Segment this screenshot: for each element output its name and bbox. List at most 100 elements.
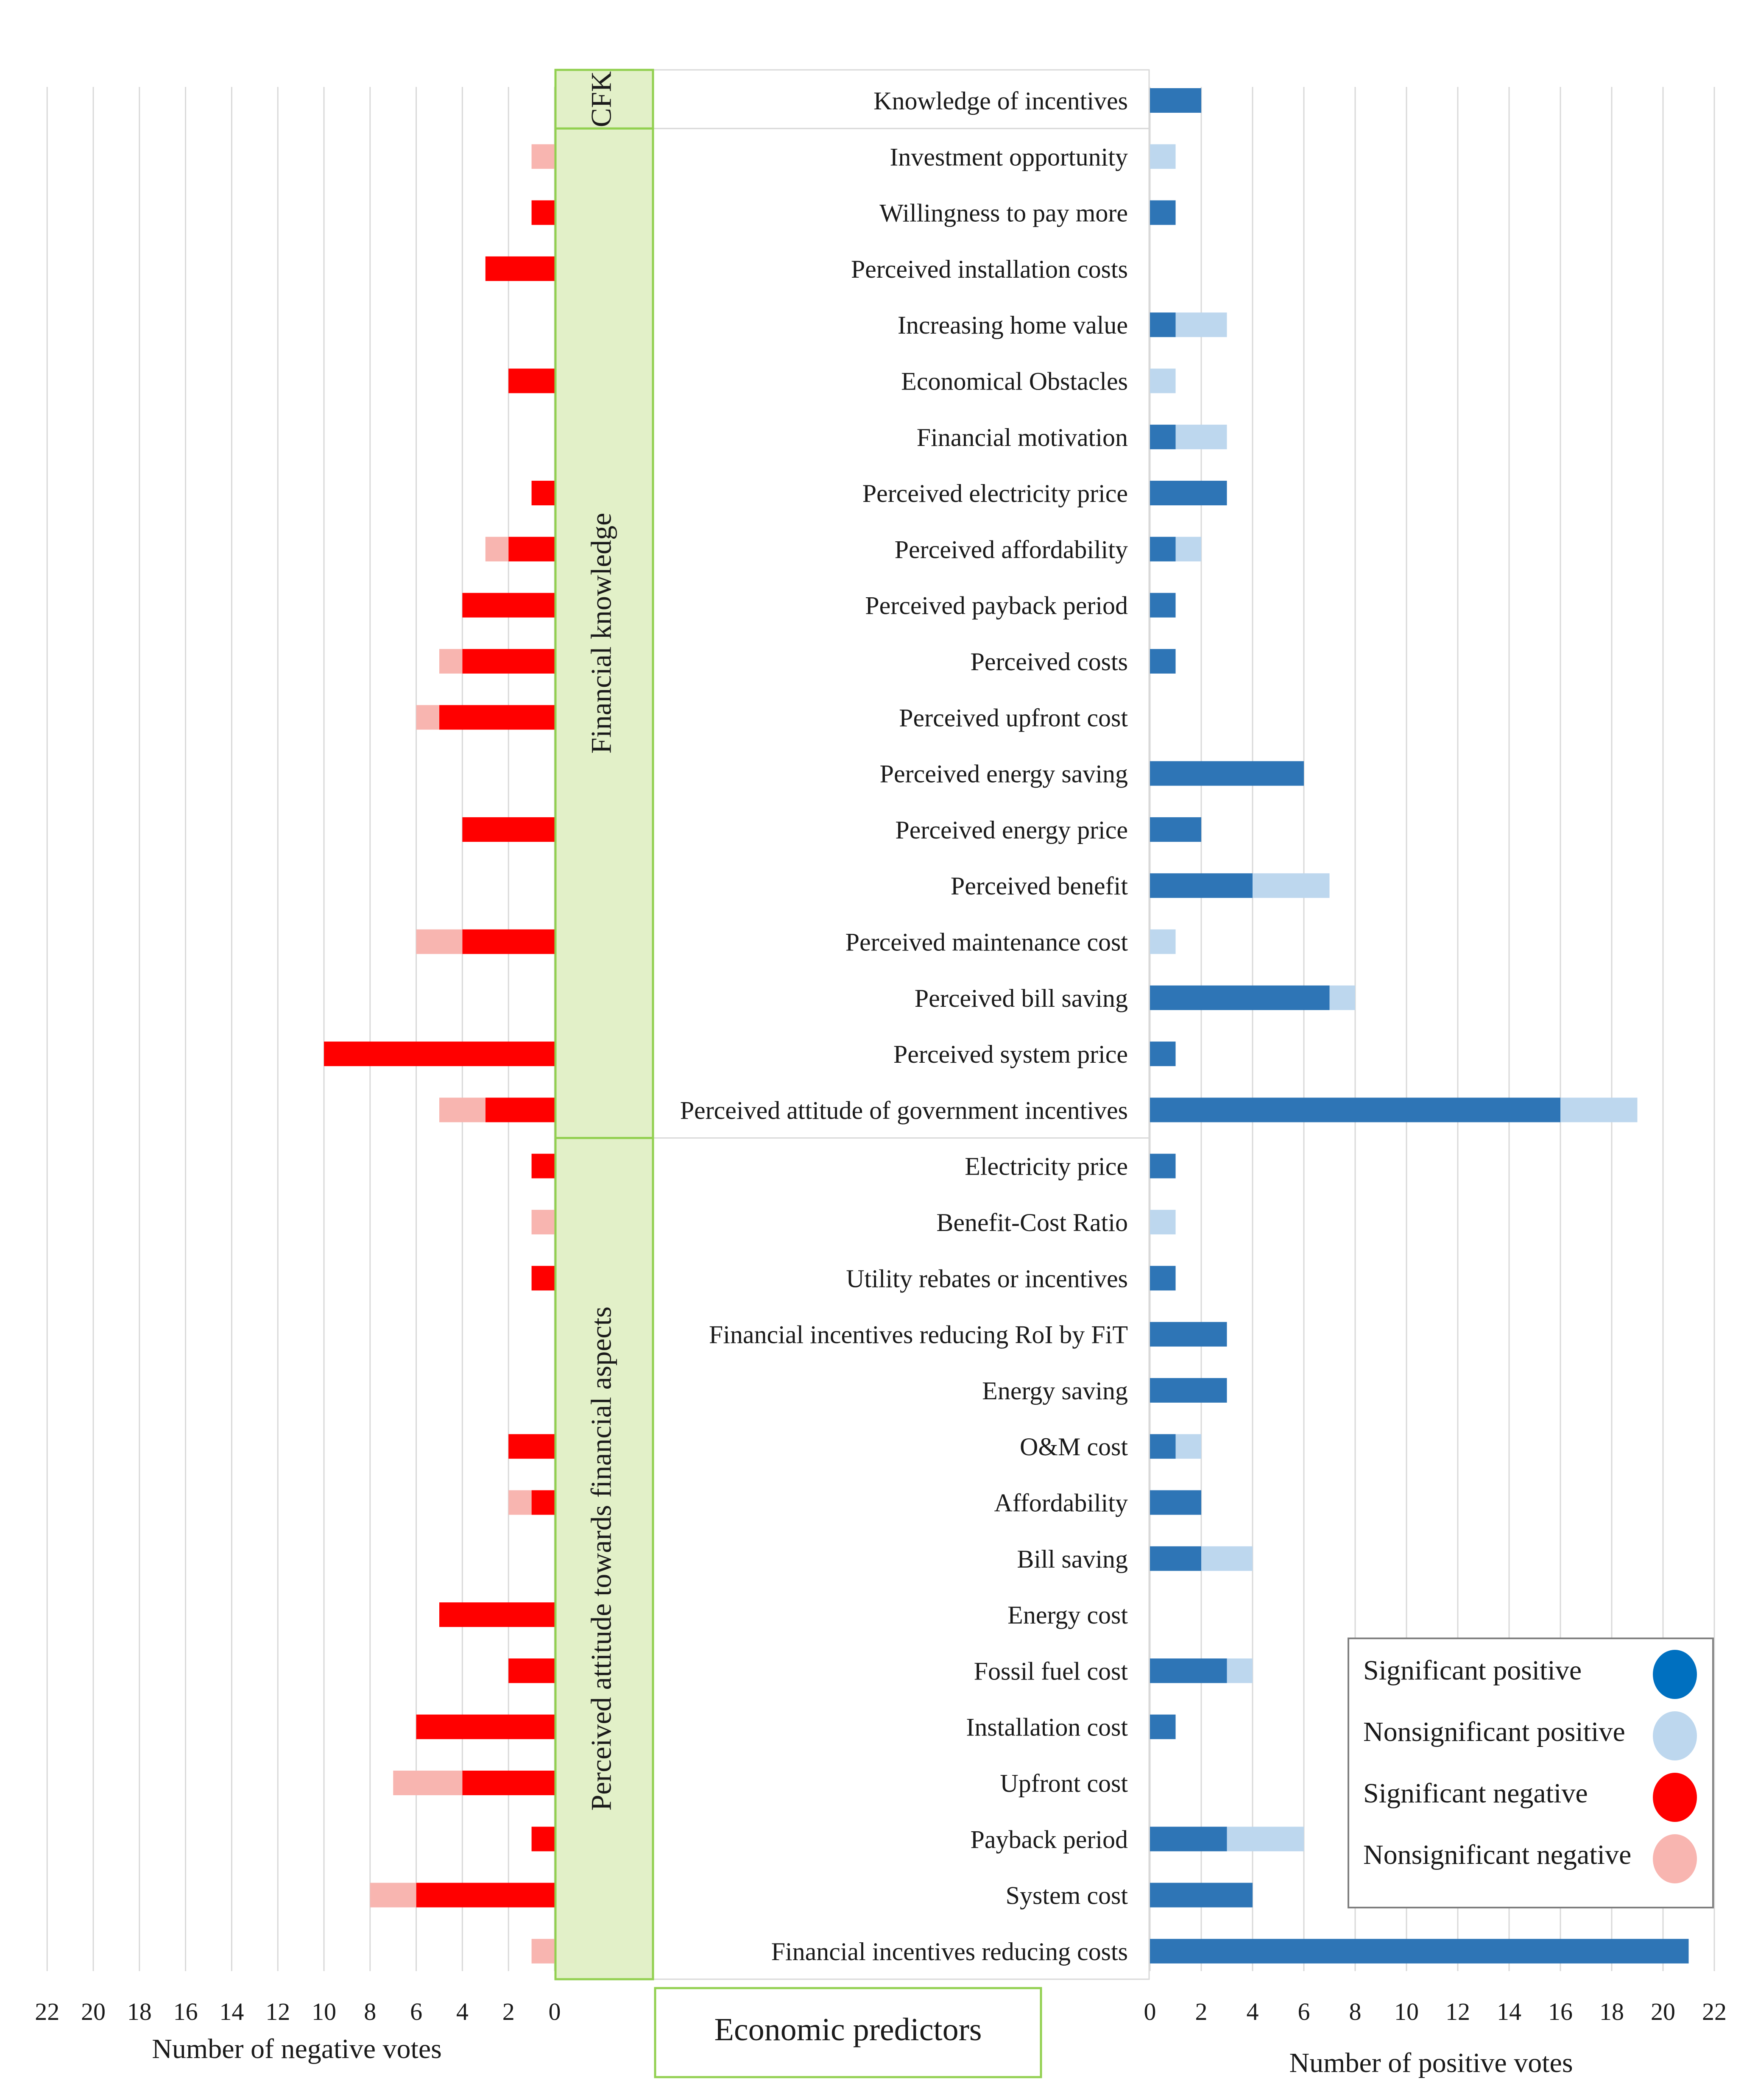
predictor-label: Upfront cost — [1000, 1769, 1128, 1797]
bar-significant-negative — [462, 593, 555, 618]
legend: Significant positive Nonsignificant posit… — [1348, 1638, 1714, 1908]
bar-significant-positive — [1150, 1434, 1176, 1459]
bar-significant-negative — [439, 705, 555, 730]
right-tick-label: 0 — [1144, 1998, 1156, 2025]
left-gridlines — [46, 87, 555, 1971]
legend-items: Significant positive Nonsignificant posit… — [1363, 1650, 1697, 1883]
group-boxes: CFK Financial knowledge Perceived attitude… — [554, 69, 1150, 1980]
predictor-label: Perceived affordability — [895, 535, 1128, 563]
right-tick-label: 20 — [1651, 1998, 1675, 2025]
bar-significant-positive — [1150, 1322, 1227, 1347]
bar-nonsignificant-negative — [393, 1771, 463, 1795]
bar-nonsignificant-negative — [485, 537, 509, 562]
group-label: CFK — [585, 71, 617, 127]
bar-nonsignificant-positive — [1150, 368, 1176, 393]
predictor-label: Fossil fuel cost — [974, 1657, 1128, 1685]
left-tick-label: 12 — [265, 1998, 290, 2025]
bar-significant-negative — [485, 1097, 555, 1122]
bar-significant-positive — [1150, 1938, 1689, 1964]
bar-significant-positive — [1150, 1546, 1201, 1571]
left-tick-label: 16 — [173, 1998, 198, 2025]
economic-predictors-box — [654, 1987, 1042, 2078]
predictor-label: Perceived system price — [893, 1040, 1128, 1068]
right-tick-label: 10 — [1394, 1998, 1419, 2025]
bar-significant-positive — [1150, 817, 1201, 842]
predictor-label: Economical Obstacles — [901, 368, 1128, 395]
right-tick-label: 2 — [1195, 1998, 1208, 2025]
predictor-label: Perceived installation costs — [851, 255, 1128, 283]
bar-significant-positive — [1150, 649, 1176, 674]
economic-predictors-label: Economic predictors — [714, 2012, 982, 2047]
bar-significant-positive — [1150, 1097, 1560, 1122]
bar-nonsignificant-positive — [1175, 1434, 1201, 1459]
bar-nonsignificant-negative — [531, 144, 555, 169]
bar-significant-positive — [1150, 1714, 1176, 1739]
bar-significant-positive — [1150, 537, 1176, 562]
left-tick-label: 10 — [312, 1998, 336, 2025]
bar-nonsignificant-positive — [1201, 1546, 1253, 1571]
bar-significant-negative — [508, 1658, 555, 1683]
bar-significant-negative — [508, 1434, 555, 1459]
bar-nonsignificant-positive — [1227, 1658, 1253, 1683]
predictor-label: Investment opportunity — [890, 143, 1128, 171]
predictor-label: Bill saving — [1017, 1545, 1128, 1573]
bar-significant-positive — [1150, 88, 1201, 113]
predictor-label: Perceived electricity price — [862, 479, 1128, 507]
bar-significant-negative — [462, 1771, 555, 1795]
left-tick-label: 20 — [81, 1998, 106, 2025]
bar-significant-positive — [1150, 985, 1330, 1010]
predictor-label: Financial incentives reducing RoI by FiT — [709, 1321, 1128, 1349]
bar-significant-negative — [416, 1714, 555, 1739]
bar-nonsignificant-negative — [439, 649, 463, 674]
predictor-label: Utility rebates or incentives — [846, 1264, 1128, 1292]
predictor-label: Affordability — [994, 1489, 1128, 1517]
right-tick-label: 12 — [1445, 1998, 1470, 2025]
predictor-label: Benefit-Cost Ratio — [936, 1209, 1128, 1237]
predictor-label: Perceived maintenance cost — [845, 928, 1128, 956]
bar-nonsignificant-positive — [1560, 1097, 1638, 1122]
left-axis-ticks: 22 20 18 16 14 12 10 8 6 4 2 0 — [35, 1998, 561, 2025]
predictor-label: Electricity price — [965, 1153, 1128, 1181]
predictor-label: Financial motivation — [917, 423, 1128, 451]
bar-significant-positive — [1150, 873, 1253, 898]
bar-nonsignificant-positive — [1227, 1827, 1304, 1852]
bar-nonsignificant-positive — [1175, 537, 1201, 562]
bar-significant-negative — [485, 256, 555, 281]
bar-significant-negative — [439, 1602, 555, 1627]
predictor-label: Perceived benefit — [951, 872, 1128, 900]
predictor-label: Energy saving — [982, 1377, 1128, 1405]
legend-frame — [1348, 1638, 1714, 1908]
left-tick-label: 0 — [549, 1998, 561, 2025]
legend-marker — [1653, 1650, 1697, 1699]
bar-significant-positive — [1150, 1827, 1227, 1852]
right-tick-label: 16 — [1548, 1998, 1573, 2025]
bar-nonsignificant-positive — [1253, 873, 1330, 898]
bar-nonsignificant-negative — [508, 1490, 532, 1515]
legend-label: Significant positive — [1363, 1655, 1582, 1686]
bar-significant-positive — [1150, 1883, 1253, 1908]
positive-bars — [1150, 88, 1689, 1964]
bar-nonsignificant-negative — [416, 705, 439, 730]
bar-significant-negative — [531, 481, 555, 506]
legend-label: Nonsignificant negative — [1363, 1839, 1631, 1870]
right-tick-label: 8 — [1349, 1998, 1362, 2025]
predictor-label: Perceived payback period — [865, 592, 1128, 620]
bar-significant-positive — [1150, 593, 1176, 618]
predictor-label: Willingness to pay more — [879, 199, 1128, 227]
group-box — [554, 1137, 654, 1980]
predictor-label: Increasing home value — [898, 311, 1128, 339]
predictor-label: Perceived costs — [970, 648, 1128, 676]
left-tick-label: 18 — [127, 1998, 152, 2025]
left-tick-label: 22 — [35, 1998, 59, 2025]
negative-bars — [324, 144, 555, 1964]
bar-significant-negative — [508, 537, 555, 562]
bar-nonsignificant-negative — [416, 929, 463, 954]
bar-nonsignificant-positive — [1150, 1210, 1176, 1234]
right-tick-label: 6 — [1298, 1998, 1310, 2025]
bar-nonsignificant-positive — [1175, 312, 1227, 337]
group-box — [554, 127, 654, 1139]
bar-nonsignificant-positive — [1150, 144, 1176, 169]
bar-significant-negative — [462, 649, 555, 674]
predictor-label: Installation cost — [966, 1713, 1128, 1741]
